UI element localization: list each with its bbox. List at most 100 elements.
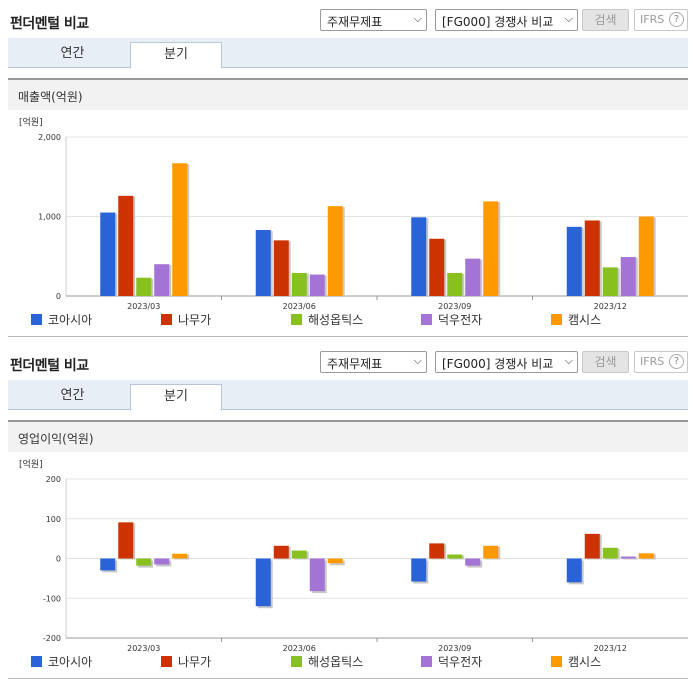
profit-panel: 펀더멘털 비교 주재무제표 ⌵ [FG000] 경쟁사 비교 ⌵ 검색 IFRS? … (0, 342, 696, 684)
legend-swatch (31, 656, 42, 667)
bar (154, 264, 170, 296)
ifrs-button[interactable]: IFRS? (634, 351, 688, 373)
legend-swatch (421, 656, 432, 667)
bar (255, 230, 271, 296)
sales-chart-svg: [억원] 2,000 1,000 0 2023/03 2023/06 2023/09 2023… (19, 116, 688, 327)
chevron-down-icon: ⌵ (413, 354, 422, 367)
bar (602, 547, 618, 559)
panel-header: 펀더멘털 비교 주재무제표 ⌵ [FG000] 경쟁사 비교 ⌵ 검색 IFRS? (0, 342, 696, 380)
bar (136, 277, 152, 296)
legend-label: 해성옵틱스 (308, 313, 363, 327)
unit-label: [억원] (19, 458, 43, 470)
bar (429, 543, 445, 559)
bar (447, 272, 463, 296)
chart-title: 영업이익(억원) (18, 432, 94, 446)
help-icon[interactable]: ? (669, 354, 684, 369)
bar (327, 206, 343, 296)
bar (172, 553, 188, 559)
legend-label: 코아시아 (48, 313, 92, 327)
x-tick-label: 2023/09 (438, 302, 471, 311)
legend-label: 캠시스 (568, 313, 601, 327)
chevron-down-icon: ⌵ (564, 12, 573, 25)
bar (584, 220, 600, 296)
legend-swatch (551, 314, 562, 325)
profit-chart-svg: [억원]200 100 0 -100 -200 2023/03 2023/06 2023/09… (19, 458, 688, 669)
statement-select[interactable]: 주재무제표 ⌵ (320, 351, 427, 373)
bar (483, 545, 499, 559)
bar (447, 554, 463, 559)
legend-label: 덕우전자 (438, 655, 482, 669)
statement-select-value: 주재무제표 (327, 357, 383, 371)
statement-select[interactable]: 주재무제표 ⌵ (320, 9, 427, 31)
y-tick-label: 100 (46, 515, 61, 524)
bar (255, 558, 271, 607)
bar (411, 217, 427, 296)
competitor-select[interactable]: [FG000] 경쟁사 비교 ⌵ (435, 351, 578, 373)
bar (118, 522, 134, 559)
search-button[interactable]: 검색 (582, 9, 629, 31)
bar (154, 558, 170, 565)
y-tick-label: 1,000 (38, 213, 61, 222)
bar (411, 558, 427, 582)
chevron-down-icon: ⌵ (564, 354, 573, 367)
bar (118, 195, 134, 296)
divider (8, 678, 688, 679)
bar (291, 272, 307, 296)
x-tick-label: 2023/09 (438, 644, 471, 653)
x-tick-label: 2023/12 (594, 644, 627, 653)
panel-header: 펀더멘털 비교 주재무제표 ⌵ [FG000] 경쟁사 비교 ⌵ 검색 IFRS? (0, 0, 696, 38)
bar-shadow (622, 557, 638, 560)
legend-label: 나무가 (178, 655, 211, 669)
bar (172, 163, 188, 296)
competitor-select[interactable]: [FG000] 경쟁사 비교 ⌵ (435, 9, 578, 31)
legend-swatch (161, 314, 172, 325)
bar (566, 226, 582, 296)
search-button[interactable]: 검색 (582, 351, 629, 373)
x-tick-label: 2023/03 (127, 644, 160, 653)
bar (100, 558, 116, 571)
tab-annual[interactable]: 연간 (60, 46, 85, 61)
ifrs-label: IFRS (640, 13, 665, 26)
divider (8, 336, 688, 337)
legend-label: 캠시스 (568, 655, 601, 669)
legend-swatch (291, 656, 302, 667)
ifrs-label: IFRS (640, 355, 665, 368)
bar (638, 216, 654, 296)
tab-quarterly[interactable]: 분기 (130, 42, 222, 69)
chart-section-header: 매출액(억원) (8, 78, 688, 110)
legend-swatch (291, 314, 302, 325)
help-icon[interactable]: ? (669, 12, 684, 27)
bar (273, 240, 289, 296)
tab-annual[interactable]: 연간 (60, 388, 85, 403)
bar (620, 556, 636, 559)
legend-swatch (421, 314, 432, 325)
bar (309, 558, 325, 592)
chevron-down-icon: ⌵ (413, 12, 422, 25)
bar (483, 201, 499, 296)
statement-select-value: 주재무제표 (327, 15, 383, 29)
bar (327, 558, 343, 564)
x-tick-label: 2023/03 (127, 302, 160, 311)
bar (602, 267, 618, 296)
profit-chart: [억원] 200 100 0 -100 -200 2023/03 2023/06 2023/09… (8, 452, 688, 674)
tab-quarterly[interactable]: 분기 (130, 384, 222, 411)
bar (273, 545, 289, 559)
sales-chart: [억원] 2,000 1,000 0 2023/03 2023/06 2023/09 2023… (8, 110, 688, 332)
page-title: 펀더멘털 비교 (10, 358, 89, 374)
bar (291, 550, 307, 559)
ifrs-button[interactable]: IFRS? (634, 9, 688, 31)
x-tick-label: 2023/12 (594, 302, 627, 311)
chart-title: 매출액(억원) (18, 90, 83, 104)
legend-swatch (161, 656, 172, 667)
bar (309, 274, 325, 296)
bar (584, 533, 600, 559)
x-tick-label: 2023/06 (283, 302, 316, 311)
y-tick-label: 0 (56, 292, 61, 301)
y-tick-label: -100 (43, 594, 61, 603)
period-tabs: 연간 분기 (8, 380, 688, 411)
bar (429, 238, 445, 296)
bar (566, 558, 582, 583)
bar (100, 212, 116, 296)
period-tabs: 연간 분기 (8, 38, 688, 69)
x-tick-label: 2023/06 (283, 644, 316, 653)
